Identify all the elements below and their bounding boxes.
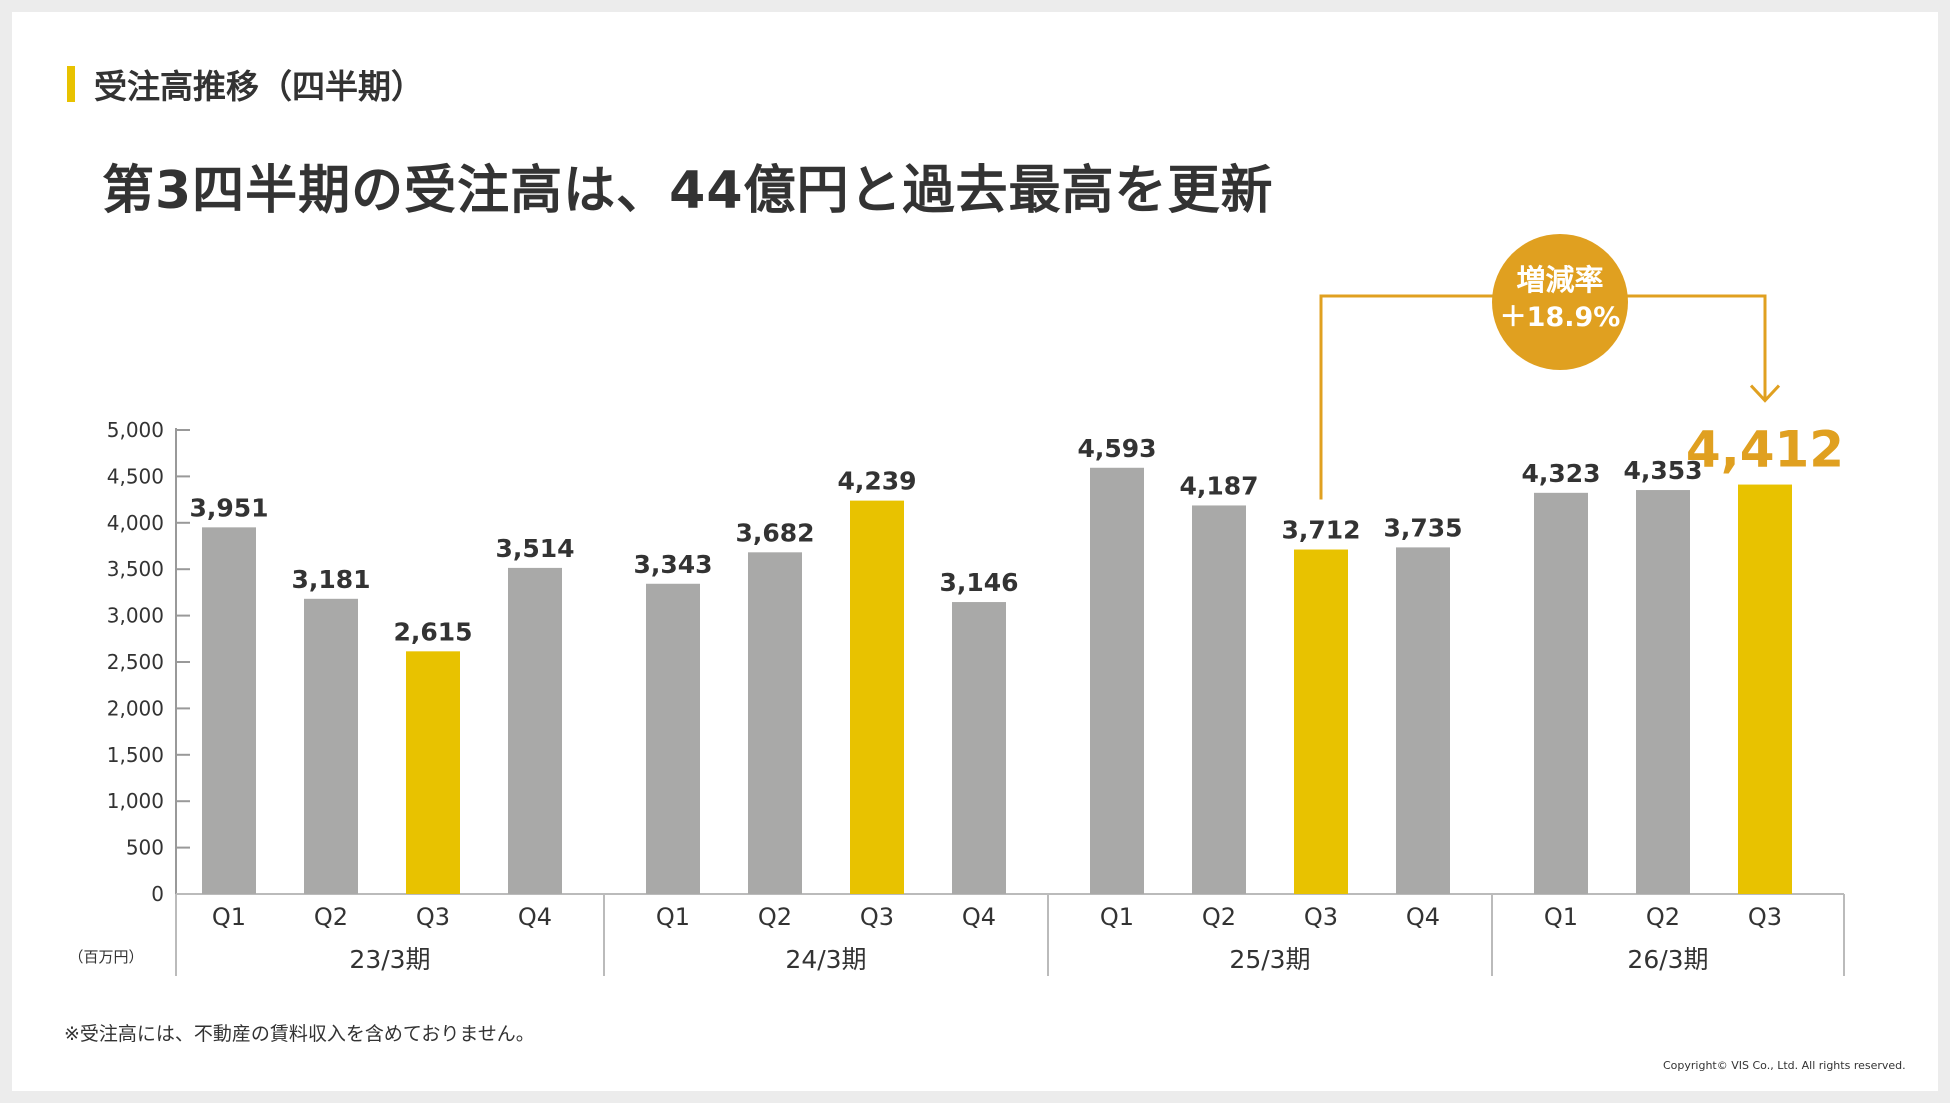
bar xyxy=(202,527,256,894)
headline: 第3四半期の受注高は、44億円と過去最高を更新 xyxy=(102,161,1274,221)
callout-label: 増減率 xyxy=(1516,263,1603,297)
x-tick-label: Q4 xyxy=(518,903,552,931)
footnote: ※受注高には、不動産の賃料収入を含めておりません。 xyxy=(64,1023,535,1045)
labels: 0 500 1,000 1,500 2,000 2,500 3,000 3,500 4,000 4… xyxy=(68,418,1844,974)
y-tick-label: 2,500 xyxy=(107,650,164,674)
y-tick-label: 4,000 xyxy=(107,511,164,535)
y-tick-label: 0 xyxy=(151,882,164,906)
data-label: 4,323 xyxy=(1521,459,1600,488)
data-label: 4,593 xyxy=(1077,434,1156,463)
x-tick-label: Q3 xyxy=(1304,903,1338,931)
bar xyxy=(304,598,358,894)
bar xyxy=(1396,547,1450,894)
x-tick-label: Q4 xyxy=(962,903,996,931)
bar xyxy=(1192,505,1246,894)
callout-badge xyxy=(1492,234,1628,370)
data-label: 3,343 xyxy=(633,550,712,579)
x-tick-label: Q2 xyxy=(1646,903,1680,931)
copyright: Copyright© VIS Co., Ltd. All rights rese… xyxy=(1663,1059,1906,1072)
x-tick-label: Q4 xyxy=(1406,903,1440,931)
section-title: 受注高推移（四半期） xyxy=(94,67,424,106)
bar xyxy=(406,651,460,894)
x-tick-label: Q3 xyxy=(860,903,894,931)
y-tick-label: 1,000 xyxy=(107,789,164,813)
x-tick-label: Q1 xyxy=(656,903,690,931)
data-label: 4,353 xyxy=(1623,456,1702,485)
y-tick-label: 4,500 xyxy=(107,464,164,488)
x-tick-label: Q1 xyxy=(1100,903,1134,931)
bar xyxy=(1738,484,1792,894)
x-tick-label: Q2 xyxy=(758,903,792,931)
x-group-label: 23/3期 xyxy=(349,945,430,974)
unit-label: （百万円） xyxy=(68,948,143,966)
bar xyxy=(646,583,700,894)
bar xyxy=(952,602,1006,894)
data-label: 3,712 xyxy=(1281,516,1360,545)
y-tick-label: 3,000 xyxy=(107,604,164,628)
bar xyxy=(1534,492,1588,894)
y-tick-label: 2,000 xyxy=(107,696,164,720)
x-group-label: 24/3期 xyxy=(785,945,866,974)
data-label: 4,187 xyxy=(1179,471,1258,500)
bar xyxy=(508,567,562,894)
bars xyxy=(202,467,1792,894)
x-tick-label: Q2 xyxy=(1202,903,1236,931)
callout-arrowhead xyxy=(1749,384,1781,403)
data-label: 3,951 xyxy=(189,493,268,522)
x-tick-label: Q3 xyxy=(1748,903,1782,931)
y-tick-label: 3,500 xyxy=(107,557,164,581)
data-label: 2,615 xyxy=(393,617,472,646)
bar xyxy=(850,500,904,894)
x-group-label: 25/3期 xyxy=(1229,945,1310,974)
bar xyxy=(1294,549,1348,894)
data-label: 3,146 xyxy=(939,568,1018,597)
data-label: 4,239 xyxy=(837,467,916,496)
bar xyxy=(748,552,802,894)
section-marker xyxy=(67,66,75,102)
x-tick-label: Q2 xyxy=(314,903,348,931)
data-label: 3,735 xyxy=(1383,513,1462,542)
slide xyxy=(12,12,1938,1091)
data-label: 4,412 xyxy=(1686,421,1844,479)
y-tick-label: 1,500 xyxy=(107,743,164,767)
bar xyxy=(1636,490,1690,894)
x-group-label: 26/3期 xyxy=(1627,945,1708,974)
x-tick-label: Q1 xyxy=(1544,903,1578,931)
x-tick-label: Q3 xyxy=(416,903,450,931)
data-label: 3,514 xyxy=(495,534,574,563)
y-tick-label: 5,000 xyxy=(107,418,164,442)
data-label: 3,181 xyxy=(291,565,370,594)
x-tick-label: Q1 xyxy=(212,903,246,931)
callout-value: ＋18.9% xyxy=(1500,302,1621,333)
bar xyxy=(1090,467,1144,894)
data-label: 3,682 xyxy=(735,518,814,547)
y-tick-label: 500 xyxy=(126,836,164,860)
growth-callout: 増減率 ＋18.9% xyxy=(1319,234,1781,500)
